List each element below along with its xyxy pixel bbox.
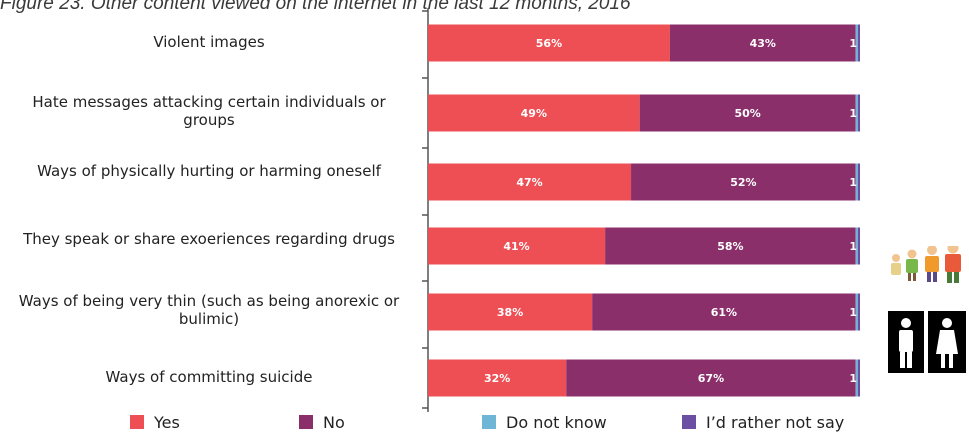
bar-segment-do-not-know <box>855 359 858 397</box>
legend-item: Yes <box>130 411 180 433</box>
chart-title: Figure 23. Other content viewed on the i… <box>0 0 631 14</box>
bar-segment-do-not-know <box>855 94 858 132</box>
bar-value-label: 67% <box>698 372 724 385</box>
category-label: They speak or share exoeriences regardin… <box>23 230 395 248</box>
bar-segment-i-d-rather-not-say <box>857 24 860 62</box>
bar-segment-i-d-rather-not-say <box>857 94 860 132</box>
bar-value-label: 1 <box>849 37 857 50</box>
bar-segment-i-d-rather-not-say <box>857 163 860 201</box>
bar-value-label: 38% <box>497 306 523 319</box>
category-label: Violent images <box>153 33 265 51</box>
bar-segment-i-d-rather-not-say <box>857 293 860 331</box>
bar-value-label: 43% <box>750 37 776 50</box>
legend-item: Do not know <box>482 411 607 433</box>
bar-segment-yes <box>428 163 632 201</box>
category-label: Ways of committing suicide <box>105 368 313 386</box>
bar-segment-yes <box>428 24 670 62</box>
bar-value-label: 56% <box>536 37 562 50</box>
bar-value-label: 61% <box>711 306 737 319</box>
legend-item: No <box>299 411 345 433</box>
bar-value-label: 58% <box>717 240 743 253</box>
legend-swatch <box>682 415 696 429</box>
bar-value-label: 32% <box>484 372 510 385</box>
bar-segment-yes <box>428 227 606 265</box>
bar-value-label: 1 <box>849 306 857 319</box>
bar-segment-i-d-rather-not-say <box>857 227 860 265</box>
bar-segment-yes <box>428 94 640 132</box>
bar-value-label: 52% <box>730 176 756 189</box>
bar-value-label: 1 <box>849 176 857 189</box>
bar-segment-no <box>566 359 856 397</box>
category-label: Ways of being very thin (such as being a… <box>18 292 400 328</box>
legend-label: Do not know <box>506 412 607 432</box>
bar-segment-i-d-rather-not-say <box>857 359 860 397</box>
children-icons <box>888 246 966 373</box>
legend-swatch <box>482 415 496 429</box>
bar-segment-no <box>669 24 856 62</box>
bar-segment-no <box>605 227 856 265</box>
category-label: Hate messages attacking certain individu… <box>32 93 386 129</box>
bar-segment-do-not-know <box>855 293 858 331</box>
legend-label: I’d rather not say <box>706 412 845 432</box>
kids-icon <box>891 246 961 283</box>
bar-segment-do-not-know <box>855 24 858 62</box>
bar-value-label: 50% <box>735 107 761 120</box>
legend-item: I’d rather not say <box>682 411 844 433</box>
gender-icon <box>888 311 966 373</box>
bar-value-label: 47% <box>516 176 542 189</box>
bar-segment-no <box>631 163 856 201</box>
legend-swatch <box>299 415 313 429</box>
bar-value-label: 1 <box>849 372 857 385</box>
bar-segment-no <box>592 293 856 331</box>
bar-value-label: 49% <box>521 107 547 120</box>
bar-value-label: 1 <box>849 240 857 253</box>
bar-segment-yes <box>428 293 593 331</box>
bar-value-label: 1 <box>849 107 857 120</box>
bar-segment-do-not-know <box>855 227 858 265</box>
legend-swatch <box>130 415 144 429</box>
category-label: Ways of physically hurting or harming on… <box>37 162 381 180</box>
legend-label: No <box>323 412 345 432</box>
bar-value-label: 41% <box>503 240 529 253</box>
legend-label: Yes <box>154 412 180 432</box>
bar-segment-do-not-know <box>855 163 858 201</box>
bar-segment-no <box>639 94 856 132</box>
bar-segment-yes <box>428 359 567 397</box>
